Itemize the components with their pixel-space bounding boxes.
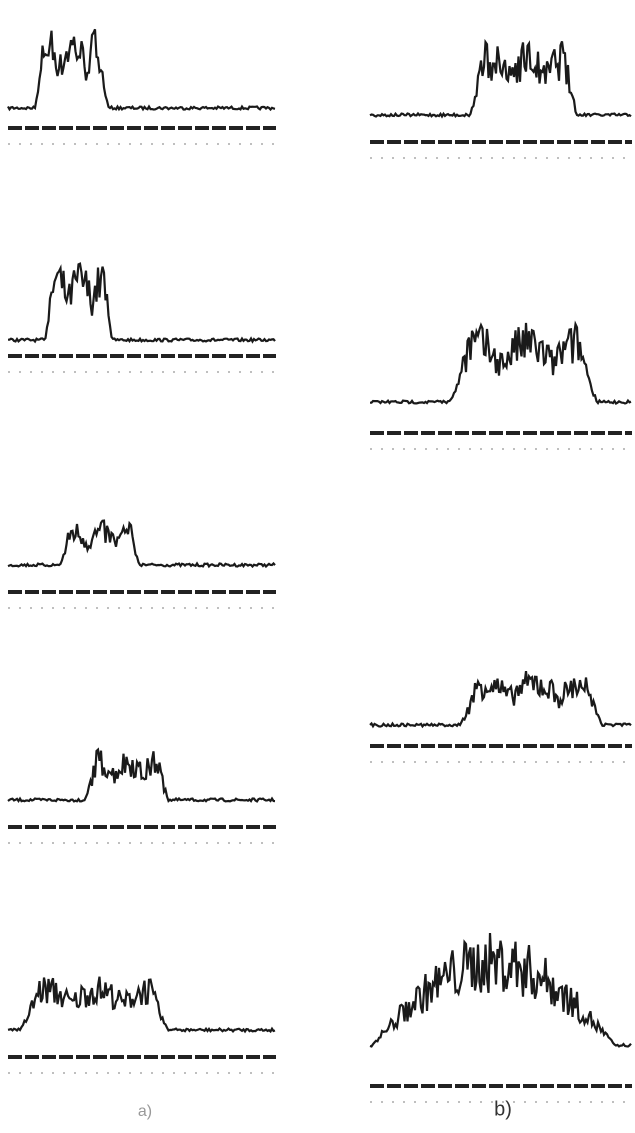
trace (369, 932, 632, 1048)
trace (369, 38, 632, 119)
trace (7, 747, 276, 803)
trace (370, 320, 632, 406)
trace (7, 28, 276, 112)
trace (7, 976, 276, 1034)
trace (369, 670, 632, 729)
panel-label: a) (138, 1103, 152, 1120)
traces (7, 28, 632, 1103)
panel-label: b) (494, 1098, 512, 1120)
trace (8, 262, 276, 344)
trace (7, 519, 276, 569)
